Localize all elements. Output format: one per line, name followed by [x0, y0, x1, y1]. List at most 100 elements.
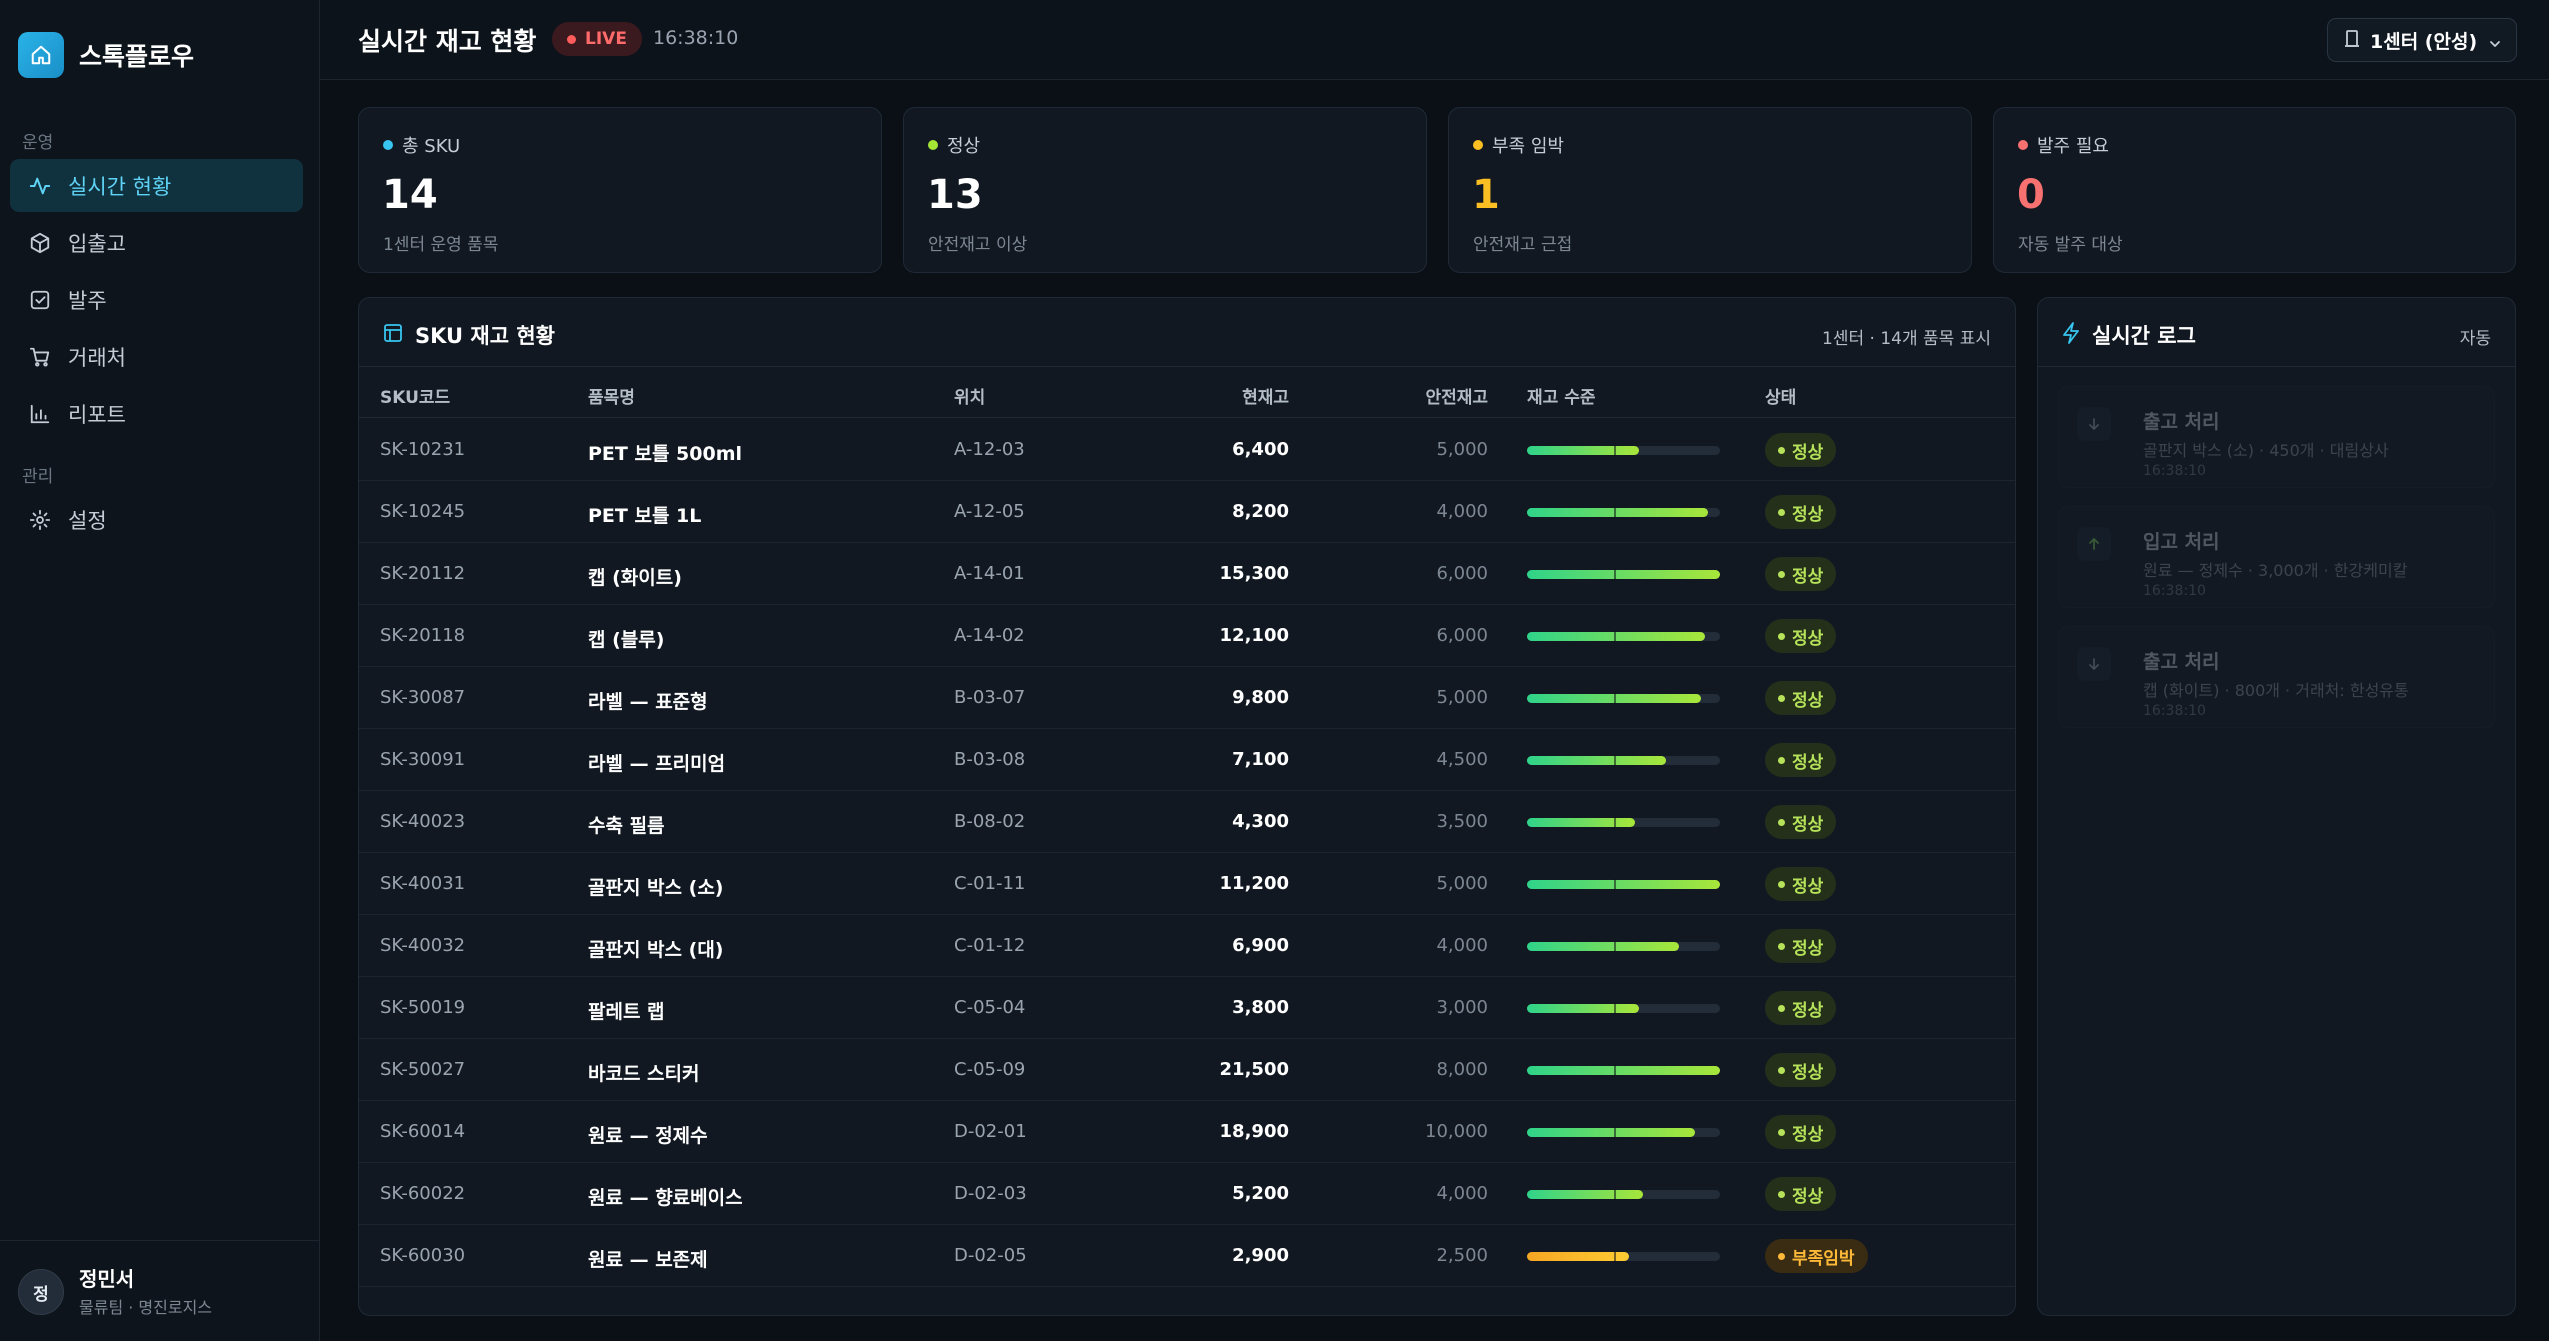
cell-safety-stock: 4,000: [1436, 501, 1488, 522]
cell-sku: SK-60030: [380, 1245, 466, 1266]
status-dot-icon: [1778, 880, 1785, 888]
status-label: 정상: [1792, 628, 1824, 649]
sidebar-item-label: 거래처: [68, 345, 126, 370]
stat-card-total-sku: 총 SKU 14 1센터 운영 품목: [358, 107, 882, 273]
table-row[interactable]: SK-40032 골판지 박스 (대) C-01-12 6,900 4,000 정상: [359, 915, 2015, 977]
cell-location: C-05-09: [954, 1059, 1026, 1080]
cell-name: 골판지 박스 (대): [588, 939, 724, 961]
cell-location: A-14-01: [954, 563, 1025, 584]
status-dot-icon: [1778, 570, 1785, 578]
stock-level-bar: [1527, 631, 1720, 642]
status-label: 정상: [1792, 752, 1824, 773]
cell-location: B-08-02: [954, 811, 1026, 832]
safety-marker: [1613, 941, 1616, 952]
arrow-down-icon: [2077, 407, 2111, 441]
box-icon: [28, 231, 52, 255]
sidebar-item-inout[interactable]: 입출고: [10, 216, 303, 269]
safety-marker: [1613, 693, 1616, 704]
brand[interactable]: 스톡플로우: [18, 32, 194, 78]
column-header-safety[interactable]: 안전재고: [1425, 388, 1488, 408]
cell-safety-stock: 6,000: [1436, 563, 1488, 584]
status-dot-icon: [1778, 1128, 1785, 1136]
arrow-up-icon: [2077, 527, 2111, 561]
home-icon: [18, 32, 64, 78]
sidebar-item-label: 입출고: [68, 231, 126, 256]
table-row[interactable]: SK-30087 라벨 — 표준형 B-03-07 9,800 5,000 정상: [359, 667, 2015, 729]
cell-current-stock: 5,200: [1232, 1183, 1289, 1204]
cell-name: 라벨 — 프리미엄: [588, 753, 726, 775]
column-header-location[interactable]: 위치: [954, 388, 986, 408]
status-label: 정상: [1792, 504, 1824, 525]
stat-value: 1: [1472, 172, 1500, 218]
stock-level-bar: [1527, 569, 1720, 580]
log-item-time: 16:38:10: [2143, 463, 2206, 479]
nav-group-admin: 관리: [22, 467, 54, 487]
checklist-icon: [28, 288, 52, 312]
table-row[interactable]: SK-60030 원료 — 보존제 D-02-05 2,900 2,500 부족임박: [359, 1225, 2015, 1287]
column-header-level[interactable]: 재고 수준: [1527, 388, 1596, 408]
table-row[interactable]: SK-20112 캡 (화이트) A-14-01 15,300 6,000 정상: [359, 543, 2015, 605]
user-org: 물류팀 · 명진로지스: [79, 1298, 213, 1317]
cell-sku: SK-40031: [380, 873, 466, 894]
cell-current-stock: 2,900: [1232, 1245, 1289, 1266]
table-row[interactable]: SK-20118 캡 (블루) A-14-02 12,100 6,000 정상: [359, 605, 2015, 667]
table-row[interactable]: SK-50027 바코드 스티커 C-05-09 21,500 8,000 정상: [359, 1039, 2015, 1101]
table-row[interactable]: SK-50019 팔레트 랩 C-05-04 3,800 3,000 정상: [359, 977, 2015, 1039]
sidebar-item-settings[interactable]: 설정: [10, 493, 303, 546]
dot-icon: [2018, 140, 2028, 150]
sidebar: 스톡플로우 운영 실시간 현황 입출고 발주 거래처 리포트 관리: [0, 0, 320, 1341]
center-select[interactable]: 1센터 (안성): [2327, 18, 2517, 62]
table-title: SKU 재고 현황: [415, 324, 555, 348]
sidebar-item-realtime[interactable]: 실시간 현황: [10, 159, 303, 212]
cell-sku: SK-10231: [380, 439, 466, 460]
stat-sub: 자동 발주 대상: [2018, 235, 2123, 255]
sidebar-item-label: 실시간 현황: [68, 174, 172, 199]
status-badge: 부족임박: [1765, 1239, 1868, 1273]
status-dot-icon: [1778, 1004, 1785, 1012]
status-badge: 정상: [1765, 867, 1837, 901]
status-badge: 정상: [1765, 929, 1837, 963]
column-header-current[interactable]: 현재고: [1242, 388, 1289, 408]
status-dot-icon: [1778, 1066, 1785, 1074]
status-badge: 정상: [1765, 681, 1837, 715]
status-dot-icon: [1778, 942, 1785, 950]
brand-name: 스톡플로우: [79, 42, 195, 71]
nav-group-operations: 운영: [22, 133, 54, 153]
dot-icon: [928, 140, 938, 150]
table-row[interactable]: SK-60014 원료 — 정제수 D-02-01 18,900 10,000 정상: [359, 1101, 2015, 1163]
column-header-status[interactable]: 상태: [1765, 388, 1797, 408]
cell-name: 팔레트 랩: [588, 1001, 665, 1023]
cell-location: A-12-03: [954, 439, 1025, 460]
column-header-name[interactable]: 품목명: [588, 388, 635, 408]
table-row[interactable]: SK-40023 수축 필름 B-08-02 4,300 3,500 정상: [359, 791, 2015, 853]
log-mode-toggle[interactable]: 자동: [2459, 329, 2491, 349]
safety-marker: [1613, 817, 1616, 828]
table-icon: [383, 323, 403, 348]
chevron-down-icon: [2488, 34, 2502, 56]
sku-table-panel: SKU 재고 현황 1센터 · 14개 품목 표시 SKU코드 품목명 위치 현…: [358, 297, 2016, 1316]
cell-name: 캡 (화이트): [588, 567, 682, 589]
stock-level-bar: [1527, 1189, 1720, 1200]
user-profile[interactable]: 정 정민서 물류팀 · 명진로지스: [0, 1240, 320, 1341]
sidebar-item-orders[interactable]: 발주: [10, 273, 303, 326]
cell-current-stock: 15,300: [1219, 563, 1289, 584]
stat-label: 부족 임박: [1492, 136, 1564, 157]
status-label: 정상: [1792, 814, 1824, 835]
table-row[interactable]: SK-40031 골판지 박스 (소) C-01-11 11,200 5,000 정상: [359, 853, 2015, 915]
realtime-log-panel: 실시간 로그 자동 출고 처리 골판지 박스 (소) · 450개 · 대림상사…: [2037, 297, 2516, 1316]
column-header-sku[interactable]: SKU코드: [380, 388, 451, 408]
sidebar-item-partners[interactable]: 거래처: [10, 330, 303, 383]
table-row[interactable]: SK-10231 PET 보틀 500ml A-12-03 6,400 5,000 정상: [359, 419, 2015, 481]
status-label: 정상: [1792, 1124, 1824, 1145]
header: 실시간 재고 현황 LIVE 16:38:10 1센터 (안성): [320, 0, 2549, 80]
table-row[interactable]: SK-10245 PET 보틀 1L A-12-05 8,200 4,000 정상: [359, 481, 2015, 543]
sidebar-item-reports[interactable]: 리포트: [10, 387, 303, 440]
table-row[interactable]: SK-60022 원료 — 향료베이스 D-02-03 5,200 4,000 정상: [359, 1163, 2015, 1225]
divider: [2038, 366, 2515, 367]
stock-level-fill: [1527, 1066, 1720, 1075]
table-row[interactable]: SK-30091 라벨 — 프리미엄 B-03-08 7,100 4,500 정상: [359, 729, 2015, 791]
stock-level-bar: [1527, 1065, 1720, 1076]
log-item-time: 16:38:10: [2143, 703, 2206, 719]
cell-safety-stock: 4,000: [1436, 935, 1488, 956]
cell-name: 원료 — 정제수: [588, 1125, 708, 1147]
